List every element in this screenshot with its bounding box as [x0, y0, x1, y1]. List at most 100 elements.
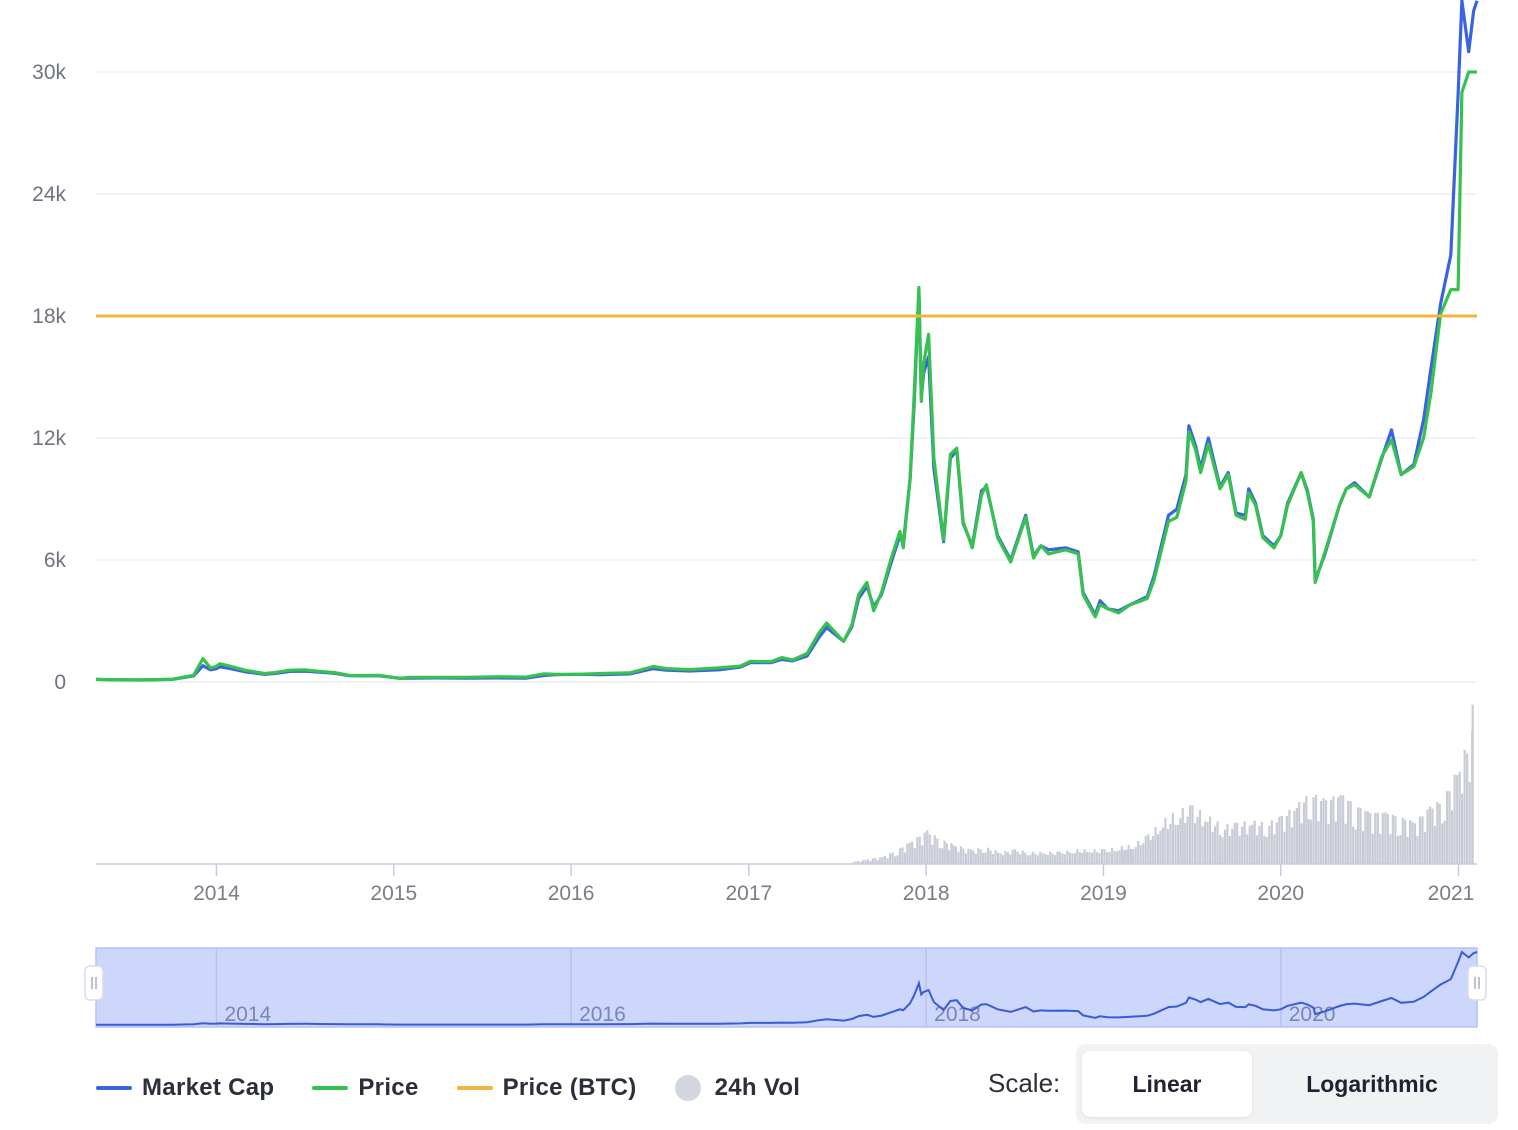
- volume-bar: [1053, 855, 1057, 864]
- volume-bar: [1201, 826, 1204, 864]
- volume-bar: [996, 852, 1000, 864]
- volume-bar: [1344, 823, 1347, 864]
- volume-bar: [906, 843, 909, 864]
- volume-bar: [1443, 820, 1446, 864]
- volume-bar: [1309, 819, 1313, 864]
- legend-item-market-cap[interactable]: Market Cap: [96, 1074, 274, 1102]
- volume-bar: [1029, 855, 1032, 864]
- volume-bar: [926, 830, 929, 864]
- volume-bar: [856, 860, 860, 864]
- volume-bar: [1100, 849, 1104, 864]
- volume-bar: [1188, 805, 1192, 864]
- volume-bar: [1071, 853, 1074, 864]
- volume-bar: [1399, 835, 1402, 864]
- volume-bar: [1159, 830, 1162, 864]
- volume-bar: [1359, 807, 1362, 864]
- volume-bar: [1095, 852, 1099, 864]
- volume-bar: [1110, 847, 1114, 864]
- legend-item-price-btc[interactable]: Price (BTC): [456, 1074, 637, 1102]
- volume-bar: [1125, 849, 1128, 864]
- volume-bar: [1021, 850, 1024, 864]
- market-cap-swatch: [96, 1086, 132, 1090]
- volume-bar: [1056, 851, 1059, 864]
- volume-bar: [1193, 823, 1197, 864]
- volume-bar: [1273, 834, 1276, 864]
- legend-label: Market Cap: [142, 1074, 275, 1101]
- volume-bar: [1004, 850, 1007, 864]
- volume-bar: [1246, 834, 1249, 864]
- range-navigator[interactable]: 2014 2016 2018 2020: [84, 947, 1487, 1028]
- volume-bar: [1381, 812, 1384, 864]
- legend-item-price[interactable]: Price: [312, 1074, 418, 1102]
- volume-bar: [1179, 818, 1182, 864]
- volume-bar: [1366, 811, 1369, 864]
- volume-bar: [1046, 855, 1049, 864]
- volume-bar: [972, 850, 975, 864]
- scale-toggle: Linear Logarithmic: [1076, 1044, 1498, 1124]
- volume-bar: [1009, 854, 1012, 864]
- navigator-handle-right[interactable]: [1467, 965, 1487, 1001]
- volume-bar: [1118, 850, 1121, 864]
- volume-bar: [1127, 845, 1130, 864]
- volume-bar: [1026, 855, 1029, 864]
- volume-bar: [1098, 852, 1101, 864]
- volume-bar: [1468, 782, 1471, 864]
- volume-bar: [1329, 800, 1333, 864]
- volume-bar: [1166, 828, 1169, 864]
- legend-item-24h-vol[interactable]: 24h Vol: [674, 1074, 801, 1102]
- volume-bar: [1019, 854, 1022, 864]
- x-axis: 2014 2015 2016 2017 2018 2019 2020 2021: [96, 863, 1477, 905]
- volume-bar: [1371, 833, 1374, 864]
- volume-bar: [1305, 795, 1308, 864]
- volume-bar: [901, 847, 904, 864]
- volume-bar: [1031, 851, 1034, 864]
- volume-bar: [1186, 816, 1189, 864]
- volume-bar: [950, 843, 953, 864]
- volume-bar: [991, 854, 995, 864]
- volume-bar: [959, 846, 963, 864]
- volume-bar: [957, 851, 960, 864]
- volume-bar: [1058, 851, 1061, 864]
- volume-bar: [1142, 843, 1145, 864]
- navigator-tick-label: 2020: [1289, 1003, 1336, 1026]
- volume-bar: [866, 859, 870, 864]
- volume-bar: [1024, 852, 1027, 864]
- volume-bar: [1426, 809, 1429, 864]
- x-tick-label: 2021: [1428, 882, 1475, 905]
- volume-bar: [952, 845, 955, 864]
- volume-bar: [1280, 815, 1283, 864]
- price-chart[interactable]: 0 6k 12k 18k 24k 30k 2014 2015 2016 2017 2018 2019…: [0, 0, 1518, 1040]
- volume-bar: [1093, 849, 1096, 864]
- volume-bar: [918, 836, 921, 864]
- volume-bar: [1191, 805, 1194, 864]
- volume-bar: [1085, 851, 1089, 864]
- handle-body: [84, 965, 104, 1001]
- navigator-handle-left[interactable]: [84, 965, 104, 1001]
- volume-bar: [1374, 812, 1377, 864]
- y-tick-label: 18k: [32, 305, 66, 328]
- volume-bar: [881, 856, 884, 864]
- volume-bar: [1347, 801, 1350, 864]
- legend-label: 24h Vol: [714, 1074, 801, 1101]
- volume-bar: [1263, 835, 1266, 864]
- volume-bar: [1034, 853, 1037, 864]
- volume-bar: [1113, 851, 1116, 864]
- volume-bars: [851, 704, 1474, 864]
- volume-bar: [1174, 824, 1177, 864]
- linear-scale-button[interactable]: Linear: [1082, 1051, 1252, 1117]
- volume-bar: [1260, 821, 1264, 864]
- volume-bar: [1324, 800, 1328, 864]
- volume-bar: [1319, 801, 1323, 864]
- volume-bar: [931, 844, 934, 864]
- volume-bar: [1298, 802, 1301, 864]
- volume-bar: [1164, 817, 1167, 864]
- volume-bar: [1421, 816, 1424, 864]
- volume-bar: [1208, 816, 1212, 864]
- volume-bar: [1389, 834, 1392, 864]
- volume-bar: [1352, 826, 1355, 864]
- volume-bar: [871, 858, 874, 864]
- handle-body: [1467, 965, 1487, 1001]
- logarithmic-scale-button[interactable]: Logarithmic: [1306, 1070, 1438, 1097]
- volume-bar: [1083, 849, 1086, 864]
- volume-bar: [1416, 835, 1419, 864]
